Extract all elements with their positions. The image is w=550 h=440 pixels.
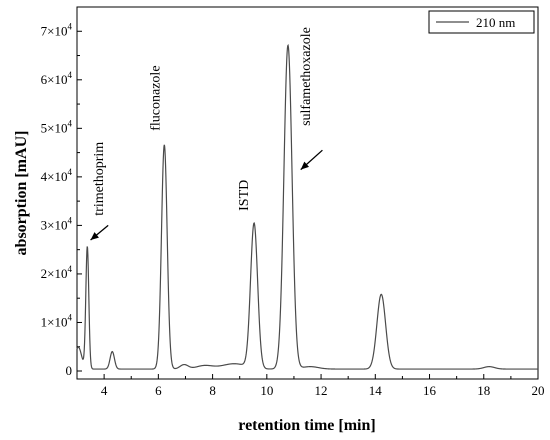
annotation-label: sulfamethoxazole (299, 27, 314, 126)
annotation-label: ISTD (237, 180, 252, 211)
x-tick-label: 14 (369, 383, 383, 398)
x-axis-title: retention time [min] (238, 417, 375, 434)
annotation-arrow-head (90, 232, 99, 240)
y-tick-label: 3×104 (41, 215, 73, 232)
x-tick-label: 18 (477, 383, 490, 398)
x-tick-label: 12 (315, 383, 328, 398)
x-axis: 4 6 8 10 12 14 16 18 20 (76, 374, 545, 398)
x-tick-label: 10 (260, 383, 273, 398)
y-axis: 0 1×104 2×104 3×104 4×104 5×104 6×104 7×104 (41, 21, 82, 378)
y-tick-label: 4×104 (41, 167, 73, 184)
plot-frame (76, 6, 539, 380)
x-tick-label: 6 (155, 383, 162, 398)
legend: 210 nm (428, 10, 535, 34)
x-tick-label: 8 (209, 383, 216, 398)
y-tick-label: 5×104 (41, 118, 73, 135)
series-line-210nm (76, 43, 538, 370)
x-tick-label: 16 (423, 383, 437, 398)
x-tick-label: 4 (101, 383, 108, 398)
x-tick-label: 20 (532, 383, 545, 398)
y-axis-title: absorption [mAU] (13, 131, 30, 256)
y-tick-label: 2×104 (41, 264, 73, 281)
annotation-arrow-head (300, 161, 310, 170)
legend-label: 210 nm (476, 15, 515, 30)
peak-annotations: trimethoprim fluconazole ISTD sulfamethoxaz… (90, 27, 323, 241)
y-tick-label: 1×104 (41, 312, 73, 329)
annotation-label: fluconazole (149, 65, 164, 130)
y-tick-label: 6×104 (41, 70, 73, 87)
annotation-label: trimethoprim (92, 142, 107, 216)
y-tick-label: 0 (66, 363, 73, 378)
legend-box (428, 10, 535, 34)
y-tick-label: 7×104 (41, 21, 73, 38)
